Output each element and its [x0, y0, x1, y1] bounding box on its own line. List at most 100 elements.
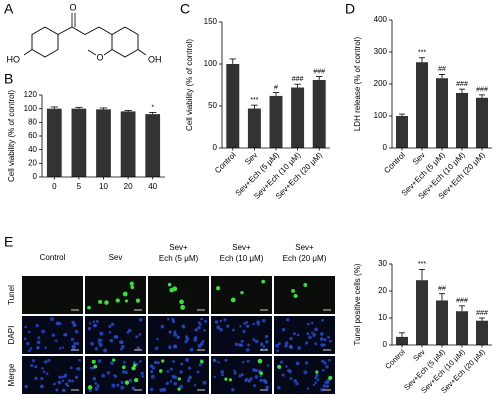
bond — [87, 49, 97, 56]
nucleus — [34, 365, 38, 369]
nucleus — [55, 321, 60, 326]
error-bar — [419, 57, 425, 63]
nucleus — [96, 384, 100, 388]
nucleus — [120, 344, 125, 349]
nucleus — [256, 323, 260, 326]
nucleus — [193, 384, 197, 387]
x-tick-label: 40 — [148, 182, 157, 191]
tunel-cell — [216, 286, 221, 291]
nucleus — [240, 339, 244, 343]
nucleus — [119, 347, 123, 351]
nucleus — [138, 317, 143, 322]
bar — [291, 87, 305, 148]
y-tick-label: 0 — [383, 340, 388, 349]
nucleus — [36, 340, 41, 345]
nucleus — [67, 379, 72, 383]
nucleus — [173, 375, 178, 380]
nucleus — [198, 363, 202, 367]
nucleus — [280, 360, 284, 364]
significance: ### — [292, 76, 304, 83]
nucleus — [54, 339, 58, 343]
y-axis-label: Tunel positive cells (%) — [353, 263, 362, 345]
nucleus — [293, 379, 297, 383]
ring — [111, 26, 139, 58]
nucleus — [75, 341, 80, 346]
nucleus — [277, 342, 281, 346]
nucleus — [304, 341, 309, 345]
nucleus — [197, 344, 202, 349]
nucleus — [186, 379, 191, 383]
nucleus — [179, 384, 184, 389]
nucleus — [202, 380, 207, 385]
nucleus — [259, 375, 263, 378]
bar — [416, 62, 428, 148]
nucleus — [185, 337, 190, 342]
nucleus — [94, 386, 99, 391]
nucleus — [37, 336, 41, 340]
y-tick-label: 0 — [213, 143, 218, 152]
nucleus — [43, 360, 48, 364]
micrograph — [22, 356, 83, 394]
nucleus — [97, 359, 102, 363]
nucleus — [233, 369, 236, 373]
tunel-cell — [261, 279, 266, 284]
x-tick-label: 5 — [77, 182, 82, 191]
significance: # — [274, 84, 278, 91]
nucleus — [223, 318, 227, 322]
nucleus — [325, 384, 329, 389]
tunel-cell — [259, 371, 263, 376]
x-tick-label: Sev — [243, 151, 259, 167]
nucleus — [160, 324, 165, 329]
nucleus — [262, 318, 266, 323]
nucleus — [110, 361, 114, 366]
nucleus — [63, 333, 66, 337]
significance: ## — [438, 286, 446, 293]
error-bar — [50, 106, 58, 109]
nucleus — [139, 359, 142, 363]
nucleus — [76, 367, 81, 371]
significance: ### — [476, 87, 488, 94]
panel-label: A — [4, 1, 14, 17]
nucleus — [328, 358, 331, 362]
tunel-cell — [180, 304, 186, 310]
nucleus — [239, 325, 242, 328]
nucleus — [307, 322, 310, 326]
panel-label: E — [4, 234, 13, 250]
bar — [456, 311, 468, 345]
nucleus — [246, 359, 250, 363]
nucleus — [189, 347, 194, 352]
nucleus — [219, 319, 222, 323]
nucleus — [58, 375, 62, 379]
error-bar — [479, 94, 485, 98]
nucleus — [316, 378, 320, 382]
nucleus — [98, 342, 103, 347]
chain — [57, 26, 113, 36]
bar — [46, 108, 62, 177]
nucleus — [314, 342, 318, 346]
nucleus — [245, 377, 249, 382]
tunel-cell — [277, 364, 282, 369]
nucleus — [213, 358, 217, 363]
nucleus — [71, 344, 76, 349]
nucleus — [320, 332, 324, 336]
error-bar — [251, 104, 258, 109]
nucleus — [58, 347, 62, 350]
nucleus — [165, 381, 169, 385]
nucleus — [116, 383, 120, 387]
nucleus — [276, 349, 280, 353]
nucleus — [180, 362, 184, 366]
nucleus — [108, 324, 112, 329]
nucleus — [91, 366, 95, 370]
nucleus — [185, 358, 190, 362]
micrograph — [22, 276, 83, 314]
micrograph — [148, 276, 209, 314]
bar — [416, 280, 428, 345]
nucleus — [30, 363, 34, 368]
nucleus — [109, 338, 114, 343]
nucleus — [34, 376, 38, 381]
error-bar — [294, 83, 301, 88]
structure — [23, 13, 147, 58]
tunel-cell — [91, 359, 96, 364]
nucleus — [166, 370, 170, 373]
nucleus — [44, 346, 47, 349]
